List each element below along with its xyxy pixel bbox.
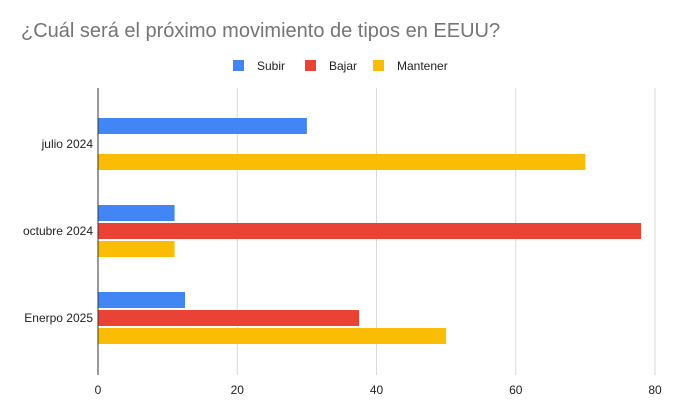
y-category-label: Enerpo 2025 [24,311,93,325]
bar-bajar [98,310,360,326]
chart-title: ¿Cuál será el próximo movimiento de tipo… [21,20,501,42]
x-tick-label: 40 [370,383,384,397]
y-category-label: octubre 2024 [23,224,93,238]
bar-subir [98,118,307,134]
x-tick-label: 20 [231,383,245,397]
y-category-label: julio 2024 [41,137,94,151]
legend-swatch-bajar [305,60,316,71]
bar-mantener [98,241,175,257]
bar-mantener [98,328,447,344]
legend-label-bajar: Bajar [329,59,357,73]
x-tick-label: 0 [95,383,102,397]
legend-label-subir: Subir [257,59,285,73]
legend-swatch-mantener [373,60,384,71]
bar-subir [98,205,175,221]
legend-label-mantener: Mantener [397,59,448,73]
legend-swatch-subir [233,60,244,71]
x-tick-label: 80 [648,383,662,397]
x-tick-label: 60 [509,383,523,397]
bar-bajar [98,223,642,239]
bar-mantener [98,154,586,170]
bar-subir [98,292,186,308]
